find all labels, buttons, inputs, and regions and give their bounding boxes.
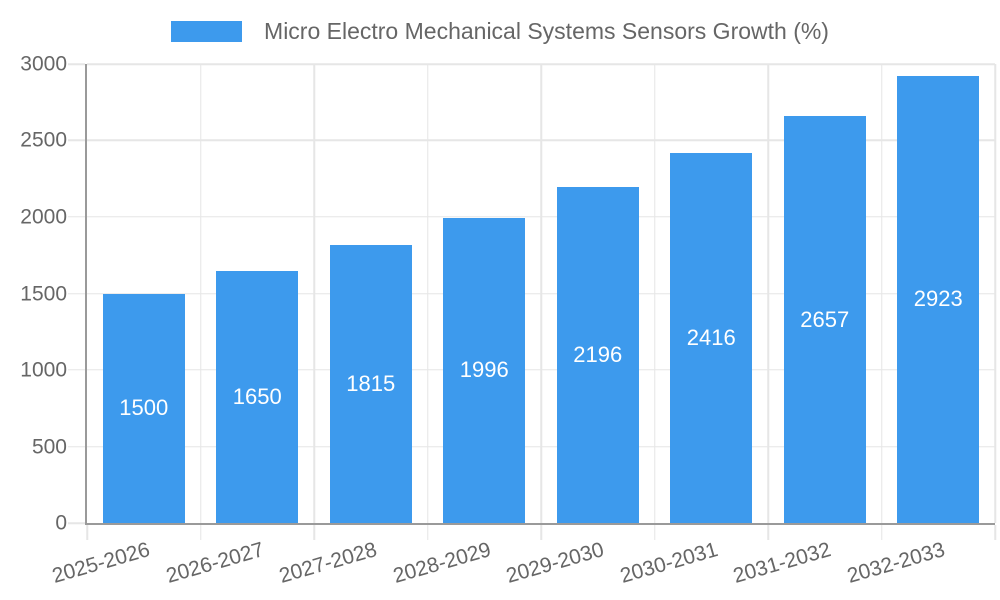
gridline-vertical [199,64,202,523]
x-axis-tick-label: 2028-2029 [390,538,494,588]
bar-2028-2029[interactable]: 1996 [443,217,526,523]
x-tick-mark [540,525,542,540]
bar-value-label: 1650 [232,383,282,409]
x-axis-tick-label: 2029-2030 [503,538,607,588]
x-axis-line [85,523,995,525]
chart-legend: Micro Electro Mechanical Systems Sensors… [0,18,1000,44]
y-tick-mark [68,216,85,218]
bar-value-label: 1996 [459,357,509,383]
bar-value-label: 2657 [800,306,850,332]
gridline-vertical [767,64,769,523]
bar-2026-2027[interactable]: 1650 [216,270,299,523]
y-axis-tick-label: 2000 [20,205,67,229]
x-axis-tick-label: 2025-2026 [49,538,153,588]
gridline-vertical [653,64,656,523]
x-tick-mark [313,525,315,540]
legend-item[interactable]: Micro Electro Mechanical Systems Sensors… [171,18,829,44]
legend-label: Micro Electro Mechanical Systems Sensors… [264,18,829,44]
y-tick-mark [68,139,85,142]
x-tick-mark [426,525,429,540]
bar-2032-2033[interactable]: 2923 [897,75,980,523]
legend-swatch-icon [171,21,243,43]
x-axis-tick-label: 2031-2032 [730,538,834,588]
bar-2025-2026[interactable]: 1500 [102,293,185,523]
y-axis-tick-label: 3000 [20,52,67,76]
bar-value-label: 2416 [686,325,736,351]
x-axis-tick-label: 2027-2028 [276,538,380,588]
x-tick-mark [653,525,656,540]
bar-2029-2030[interactable]: 2196 [556,187,639,523]
x-tick-mark [767,525,769,540]
gridline-vertical [426,64,429,523]
x-tick-mark [994,525,996,540]
y-tick-mark [68,445,85,448]
y-axis-tick-label: 1500 [20,282,67,305]
bar-value-label: 2923 [913,286,963,312]
y-tick-mark [68,292,85,295]
y-axis-tick-label: 0 [55,511,67,535]
y-axis-tick-label: 1000 [20,358,67,382]
x-tick-mark [86,525,88,540]
gridline-vertical [994,64,996,523]
y-axis-line [85,64,87,525]
y-axis-tick-label: 500 [31,435,67,458]
gridline-vertical [880,64,883,523]
bar-value-label: 1500 [119,395,169,421]
y-tick-mark [68,522,85,524]
x-axis-tick-label: 2026-2027 [163,538,267,588]
x-tick-mark [880,525,883,540]
bar-2031-2032[interactable]: 2657 [783,116,866,523]
y-axis-tick-label: 2500 [20,128,67,152]
bar-value-label: 2196 [573,342,623,367]
y-tick-mark [68,63,85,65]
bar-2027-2028[interactable]: 1815 [329,245,412,523]
x-axis-tick-label: 2032-2033 [844,538,948,588]
gridline-vertical [540,64,542,523]
gridline-vertical [313,64,315,523]
bar-value-label: 1815 [346,371,396,397]
plot-area: 0 500 1000 1500 2000 2500 3000 1500 2025-2026 165… [20,54,996,588]
x-tick-mark [199,525,202,540]
bar-2030-2031[interactable]: 2416 [670,153,753,523]
x-axis-tick-label: 2030-2031 [617,538,721,588]
y-tick-mark [68,369,85,371]
